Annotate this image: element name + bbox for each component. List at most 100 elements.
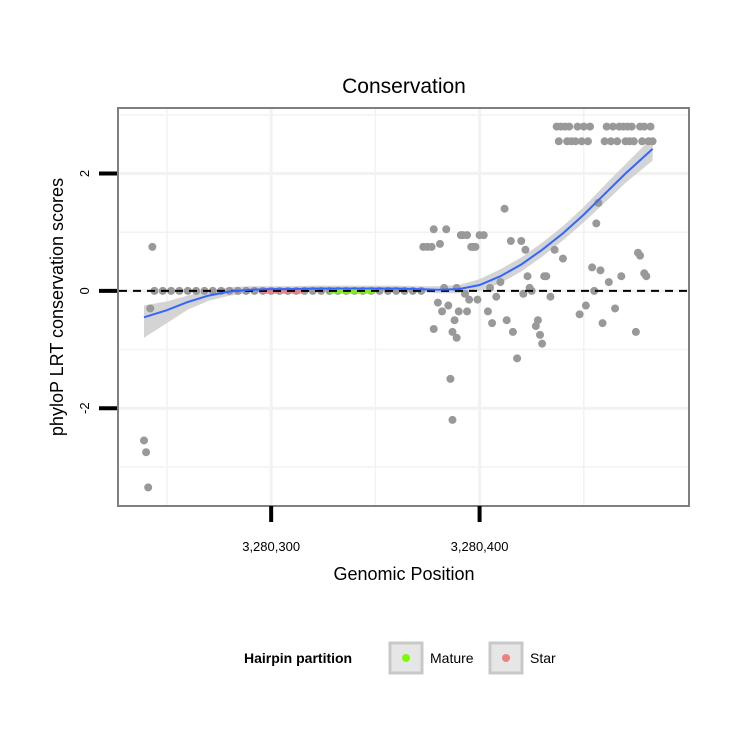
data-point <box>471 242 480 251</box>
legend-marker <box>502 654 510 662</box>
data-points <box>140 122 657 492</box>
data-point <box>598 319 607 328</box>
smooth-line <box>143 148 654 319</box>
data-point <box>542 272 551 281</box>
data-point <box>583 137 592 146</box>
data-point <box>608 122 617 131</box>
data-point <box>627 122 636 131</box>
data-point <box>429 325 438 333</box>
data-point <box>554 137 563 146</box>
data-point <box>538 339 547 348</box>
data-point <box>604 278 613 287</box>
data-point <box>444 301 453 310</box>
data-point <box>586 122 595 131</box>
chart-title: Conservation <box>342 75 466 98</box>
data-point <box>638 137 647 146</box>
panel-border <box>117 107 690 507</box>
data-point <box>629 137 638 146</box>
data-point <box>488 319 497 328</box>
data-point <box>588 263 597 272</box>
data-point <box>636 251 645 260</box>
data-point <box>473 295 482 304</box>
data-point <box>506 237 515 245</box>
legend: Hairpin partition Mature Star <box>244 641 556 675</box>
data-point <box>613 137 622 146</box>
data-point <box>550 245 559 254</box>
data-point <box>533 316 542 325</box>
data-point <box>208 286 217 295</box>
legend-item-star: Star <box>488 641 556 675</box>
data-point <box>590 286 599 295</box>
data-point <box>463 231 472 240</box>
data-point <box>427 242 436 251</box>
data-point <box>146 304 155 313</box>
data-point <box>513 354 522 363</box>
data-point <box>465 295 474 304</box>
data-point <box>617 272 626 281</box>
data-point <box>546 292 555 301</box>
data-point <box>500 204 509 213</box>
data-point <box>579 122 588 131</box>
data-point <box>575 310 584 319</box>
data-point <box>577 137 586 146</box>
data-point <box>167 286 176 295</box>
data-point <box>606 137 615 146</box>
data-point <box>602 122 611 131</box>
data-point <box>558 254 567 263</box>
y-tick-label: 2 <box>77 170 92 177</box>
x-axis-title: Genomic Position <box>333 564 474 584</box>
data-point <box>483 307 492 316</box>
data-point <box>631 327 640 336</box>
data-point <box>517 237 526 245</box>
data-point <box>479 231 488 240</box>
legend-title: Hairpin partition <box>244 650 352 666</box>
data-point <box>642 272 651 281</box>
data-point <box>571 137 580 146</box>
data-point <box>435 239 444 248</box>
data-point <box>581 301 590 310</box>
data-point <box>433 298 442 307</box>
data-point <box>438 307 447 316</box>
data-point <box>646 122 655 131</box>
data-point <box>492 292 501 301</box>
legend-item-mature: Mature <box>388 641 474 675</box>
data-point <box>140 436 149 445</box>
data-point <box>536 330 545 339</box>
data-point <box>496 278 505 287</box>
data-point <box>611 304 620 313</box>
y-axis-title: phyloP LRT conservation scores <box>47 178 67 436</box>
data-point <box>502 316 511 325</box>
y-tick-label: 0 <box>77 287 92 294</box>
grid-lines <box>119 109 688 505</box>
data-point <box>448 415 457 424</box>
confidence-band-area <box>144 137 653 338</box>
data-point <box>448 327 457 336</box>
data-point <box>648 137 657 146</box>
data-point <box>521 245 530 254</box>
data-point <box>454 307 463 316</box>
data-point <box>142 448 151 457</box>
y-tick-label: -2 <box>77 402 92 414</box>
data-point <box>183 286 192 295</box>
legend-marker <box>402 654 410 662</box>
legend-label: Mature <box>430 650 474 666</box>
data-point <box>596 266 605 275</box>
data-point <box>640 122 649 131</box>
data-point <box>523 272 532 281</box>
smooth-trend-line <box>143 148 654 319</box>
data-point <box>148 242 157 251</box>
data-point <box>446 374 455 383</box>
data-point <box>463 307 472 316</box>
data-point <box>600 137 609 146</box>
data-point <box>144 483 153 492</box>
data-point <box>442 225 451 234</box>
legend-label: Star <box>530 650 556 666</box>
data-point <box>452 333 461 342</box>
x-tick-label: 3,280,400 <box>451 539 509 554</box>
confidence-band <box>144 137 653 338</box>
data-point <box>592 219 601 228</box>
data-point <box>429 225 438 234</box>
data-point <box>450 316 459 325</box>
data-point <box>565 122 574 131</box>
